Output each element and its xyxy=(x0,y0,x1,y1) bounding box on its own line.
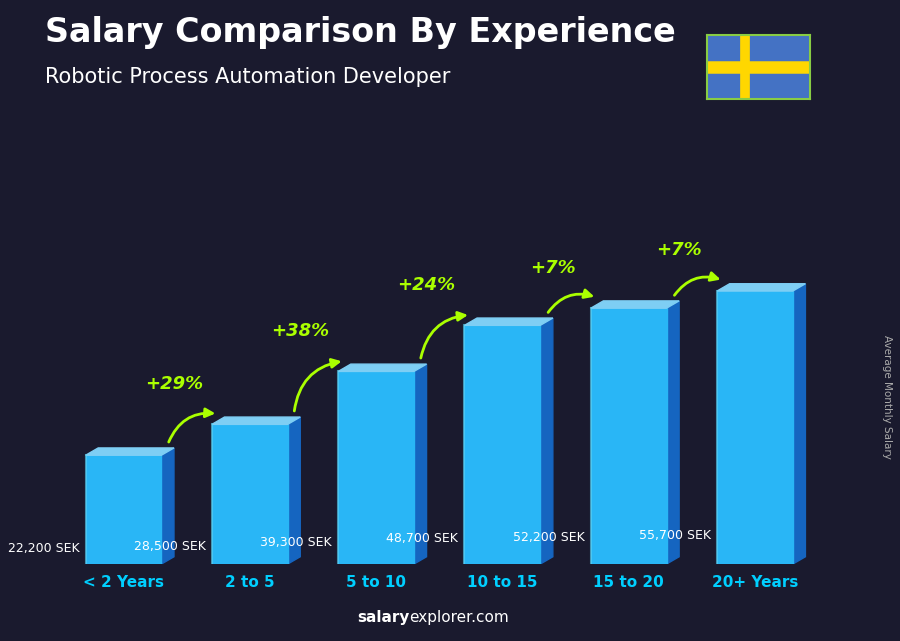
Text: +24%: +24% xyxy=(398,276,455,294)
Polygon shape xyxy=(717,284,806,291)
Polygon shape xyxy=(86,448,174,455)
Text: 22,200 SEK: 22,200 SEK xyxy=(7,542,79,555)
Text: explorer.com: explorer.com xyxy=(410,610,509,625)
Polygon shape xyxy=(793,284,806,564)
Polygon shape xyxy=(464,326,540,564)
Text: +7%: +7% xyxy=(656,242,702,260)
Polygon shape xyxy=(590,308,667,564)
Polygon shape xyxy=(212,424,288,564)
Polygon shape xyxy=(414,364,427,564)
Polygon shape xyxy=(540,318,553,564)
Text: salary: salary xyxy=(357,610,410,625)
Text: 39,300 SEK: 39,300 SEK xyxy=(260,536,332,549)
Polygon shape xyxy=(717,291,793,564)
Text: +7%: +7% xyxy=(530,258,576,276)
Text: 28,500 SEK: 28,500 SEK xyxy=(134,540,205,553)
Polygon shape xyxy=(338,364,427,371)
Polygon shape xyxy=(338,371,414,564)
Text: 48,700 SEK: 48,700 SEK xyxy=(386,532,458,545)
Polygon shape xyxy=(86,455,161,564)
Text: Average Monthly Salary: Average Monthly Salary xyxy=(881,335,892,460)
Text: Robotic Process Automation Developer: Robotic Process Automation Developer xyxy=(45,67,450,87)
Text: +29%: +29% xyxy=(145,375,203,393)
Polygon shape xyxy=(667,301,680,564)
Text: 55,700 SEK: 55,700 SEK xyxy=(639,529,711,542)
Polygon shape xyxy=(590,301,680,308)
Polygon shape xyxy=(464,318,553,326)
Polygon shape xyxy=(161,448,174,564)
Text: +38%: +38% xyxy=(271,322,329,340)
Polygon shape xyxy=(288,417,301,564)
Polygon shape xyxy=(212,417,301,424)
Text: Salary Comparison By Experience: Salary Comparison By Experience xyxy=(45,16,676,49)
Text: 52,200 SEK: 52,200 SEK xyxy=(513,531,584,544)
